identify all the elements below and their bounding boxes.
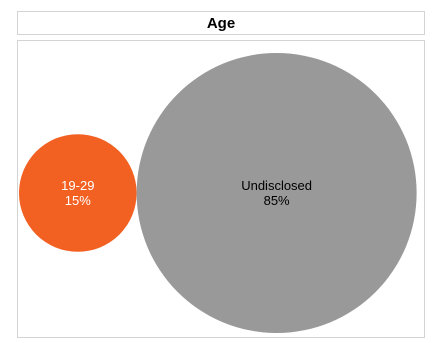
bubble-category-label: 19-29 — [61, 178, 94, 193]
bubble-value-label: 85% — [264, 193, 290, 208]
bubble-undisclosed — [136, 53, 417, 333]
bubble-value-label: 15% — [65, 193, 91, 208]
bubble-19-29 — [19, 134, 137, 252]
chart-title: Age — [206, 14, 236, 32]
bubble-category-label: Undisclosed — [241, 178, 312, 193]
chart-title-box: Age — [17, 11, 425, 35]
plot-area: 19-29 15% Undisclosed 85% — [17, 40, 425, 338]
